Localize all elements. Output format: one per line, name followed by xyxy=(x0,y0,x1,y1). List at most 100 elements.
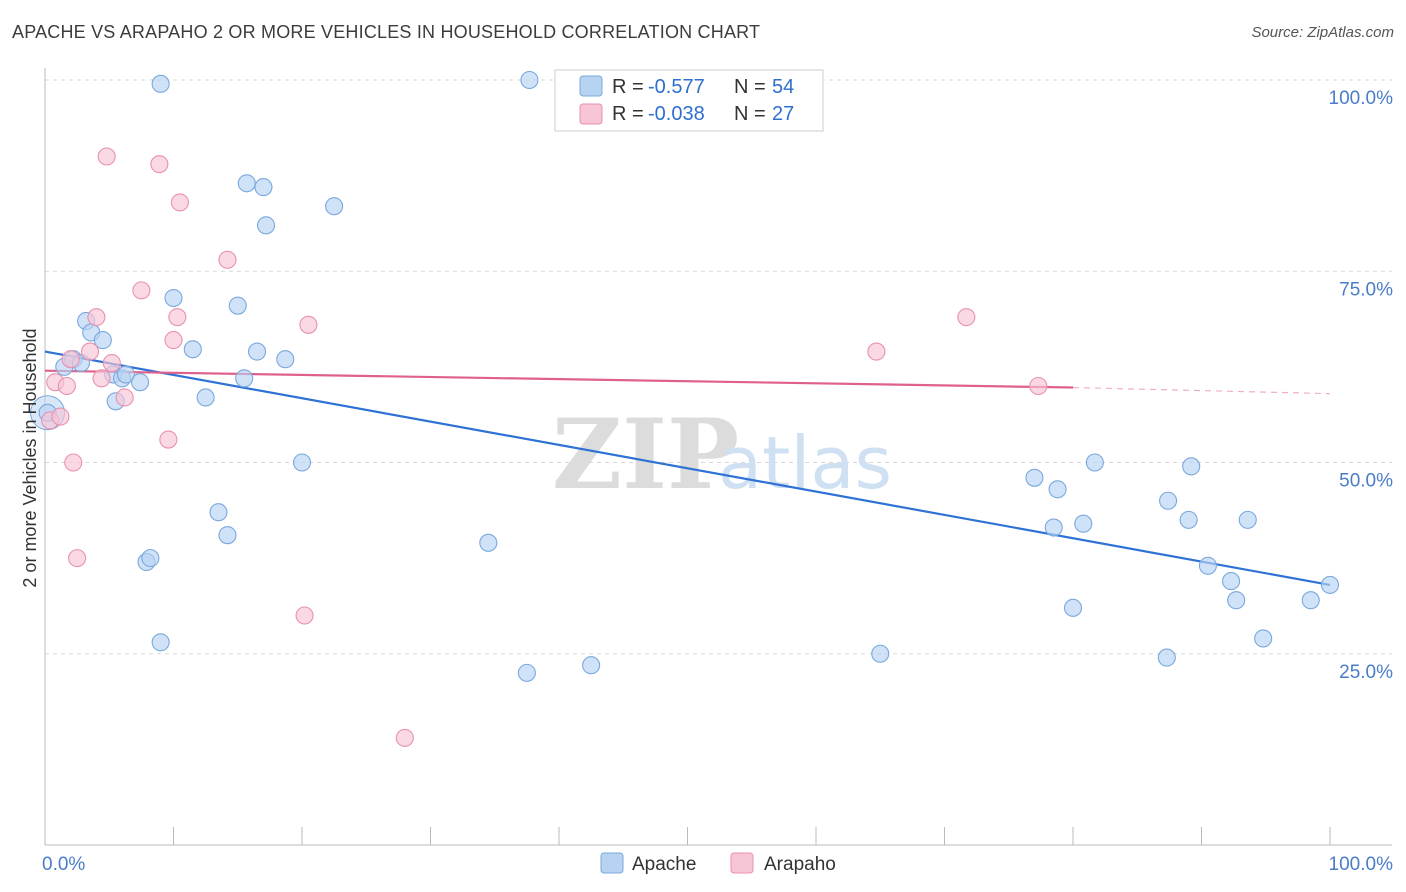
x-tick-label: 100.0% xyxy=(1329,854,1394,875)
data-point-arapaho xyxy=(867,342,886,361)
bottom-legend-swatch-arapaho xyxy=(730,852,754,874)
data-point-apache xyxy=(1159,491,1178,510)
axes xyxy=(44,68,1392,846)
data-point-apache xyxy=(183,340,202,359)
stats-legend: R = -0.577 N = 54 R = -0.038 N = 27 xyxy=(554,69,824,132)
data-point-arapaho xyxy=(1029,376,1048,396)
data-point-arapaho xyxy=(92,369,111,388)
legend-r-arapaho: -0.038 xyxy=(648,103,705,125)
data-point-apache xyxy=(1238,510,1257,529)
data-point-apache xyxy=(517,663,536,682)
y-tick-label: 50.0% xyxy=(1339,471,1393,492)
data-point-apache xyxy=(1198,556,1217,575)
data-point-apache xyxy=(276,350,295,369)
legend-n-label: N = xyxy=(734,103,766,125)
y-tick-label: 100.0% xyxy=(1329,88,1394,109)
data-point-apache xyxy=(325,197,344,216)
legend-swatch-arapaho xyxy=(579,103,603,125)
data-point-arapaho xyxy=(218,250,237,269)
data-point-apache xyxy=(1085,453,1104,472)
data-point-apache xyxy=(235,369,254,388)
data-point-apache xyxy=(196,388,215,407)
data-point-arapaho xyxy=(159,430,178,449)
data-point-apache xyxy=(1157,648,1176,667)
data-point-apache xyxy=(1025,468,1044,487)
legend-swatch-apache xyxy=(579,75,603,97)
data-point-arapaho xyxy=(102,353,121,373)
data-point-apache xyxy=(218,526,237,545)
y-tick-label: 25.0% xyxy=(1339,662,1393,683)
data-point-arapaho xyxy=(87,308,106,327)
y-tick-labels: 25.0% 50.0% 75.0% 100.0% xyxy=(1329,88,1394,683)
data-point-apache xyxy=(164,288,183,308)
data-point-apache xyxy=(131,373,150,392)
watermark-zip: ZIP xyxy=(552,398,739,511)
data-point-apache xyxy=(1254,629,1273,648)
legend-r-label: R = xyxy=(612,103,644,125)
data-point-arapaho xyxy=(51,407,70,426)
data-point-apache xyxy=(151,74,170,93)
data-point-arapaho xyxy=(80,342,100,361)
data-point-apache xyxy=(116,365,136,384)
data-point-apache xyxy=(1227,591,1246,610)
data-point-arapaho xyxy=(170,193,189,212)
data-point-apache xyxy=(479,533,498,552)
data-point-apache xyxy=(1301,591,1320,610)
x-tick-labels: 0.0% 100.0% xyxy=(42,854,1393,875)
data-point-arapaho xyxy=(68,549,87,568)
data-point-apache xyxy=(237,174,256,193)
data-point-apache xyxy=(93,331,112,350)
data-point-apache xyxy=(256,216,276,235)
data-point-apache xyxy=(1048,480,1067,499)
data-point-arapaho xyxy=(168,308,187,327)
data-point-apache xyxy=(254,178,273,197)
data-points xyxy=(30,70,1340,747)
data-point-arapaho xyxy=(150,155,169,174)
data-point-apache xyxy=(1182,457,1201,476)
data-point-apache xyxy=(1044,518,1063,537)
bottom-legend-apache: Apache xyxy=(632,854,696,875)
data-point-apache xyxy=(520,70,539,90)
series-legend: Apache Arapaho xyxy=(600,852,836,875)
data-point-apache xyxy=(151,633,170,652)
data-point-arapaho xyxy=(957,308,976,327)
data-point-arapaho xyxy=(61,350,80,369)
data-point-arapaho xyxy=(164,331,183,350)
legend-n-arapaho: 27 xyxy=(772,103,794,125)
legend-r-label: R = xyxy=(612,76,644,98)
data-point-apache xyxy=(228,296,247,315)
data-point-apache xyxy=(1063,598,1083,617)
trend-line-extension-arapaho xyxy=(1072,386,1331,395)
y-tick-label: 75.0% xyxy=(1339,279,1393,300)
bottom-legend-swatch-apache xyxy=(600,852,624,874)
data-point-arapaho xyxy=(115,388,134,407)
watermark: ZIP atlas xyxy=(552,398,892,511)
data-point-apache xyxy=(292,453,312,472)
legend-n-label: N = xyxy=(734,76,766,98)
data-point-arapaho xyxy=(97,147,116,166)
chart-title: APACHE VS ARAPAHO 2 OR MORE VEHICLES IN … xyxy=(12,22,761,42)
data-point-arapaho xyxy=(132,281,151,300)
data-point-apache xyxy=(1320,575,1340,594)
data-point-apache xyxy=(209,503,228,522)
bottom-legend-arapaho: Arapaho xyxy=(764,854,836,875)
trend-line-apache xyxy=(44,350,1331,586)
data-point-arapaho xyxy=(299,315,318,334)
data-point-arapaho xyxy=(57,376,76,396)
trend-lines xyxy=(44,350,1331,586)
legend-r-apache: -0.577 xyxy=(648,76,705,98)
data-point-apache xyxy=(247,342,267,361)
trend-line-arapaho xyxy=(44,369,1074,389)
data-point-apache xyxy=(1222,572,1241,591)
source-label: Source: ZipAtlas.com xyxy=(1251,24,1394,41)
data-point-arapaho xyxy=(295,606,314,625)
data-point-apache xyxy=(141,549,160,568)
x-tick-label: 0.0% xyxy=(42,854,85,875)
data-point-arapaho xyxy=(64,453,83,472)
data-point-apache xyxy=(1179,510,1198,529)
data-point-apache xyxy=(582,656,601,675)
data-point-apache xyxy=(871,644,890,663)
data-point-apache xyxy=(1074,514,1093,533)
grid-lines xyxy=(45,79,1392,655)
